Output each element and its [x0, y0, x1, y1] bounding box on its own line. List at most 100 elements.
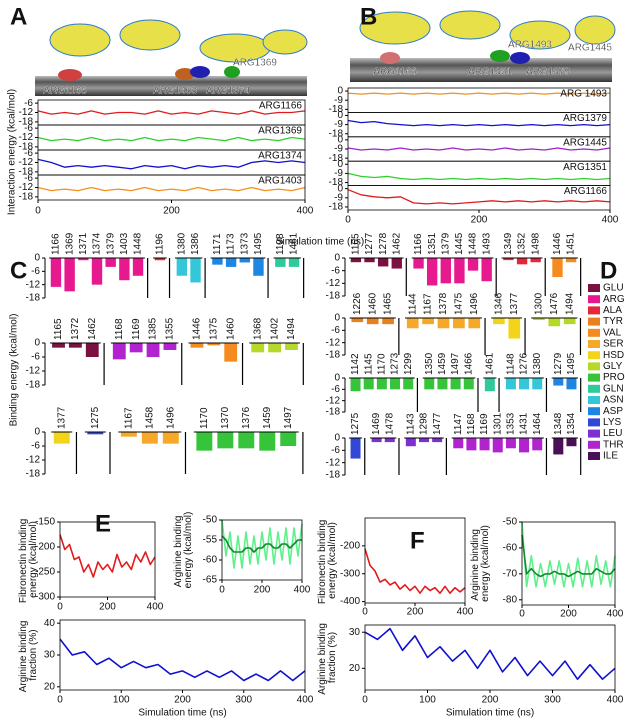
bar	[224, 343, 238, 362]
y-tick-label: -18	[326, 407, 341, 418]
legend-label: ARG	[603, 294, 625, 305]
y-tick-label: -18	[26, 380, 41, 391]
bar	[253, 258, 264, 276]
bar	[390, 378, 401, 390]
bar-category-label: 1169	[479, 413, 490, 435]
bar-category-label: 1431	[519, 412, 530, 435]
y-tick-label: -12	[326, 337, 341, 348]
bar-category-label: 1145	[363, 353, 374, 375]
series-line	[347, 92, 611, 95]
bar	[371, 438, 382, 443]
bar-category-label: 1494	[286, 317, 297, 340]
bar-category-label: 1461	[484, 352, 495, 375]
bar	[516, 258, 528, 265]
series-label: ARG 1493	[560, 89, 607, 100]
bar	[146, 343, 160, 357]
legend-label: LYS	[603, 417, 621, 428]
bar	[207, 343, 221, 346]
bar-category-label: 1495	[566, 352, 577, 375]
bar-category-label: 1478	[384, 412, 395, 435]
legend-swatch	[588, 384, 600, 393]
bar	[87, 432, 104, 435]
bar-category-label: 1497	[450, 352, 461, 375]
bar	[519, 378, 530, 390]
bar-category-label: 1144	[407, 293, 418, 315]
bar-category-label: 1445	[454, 232, 465, 255]
bar	[91, 258, 103, 285]
bar-category-label: 1352	[517, 232, 528, 255]
bar-category-label: 1372	[70, 317, 81, 340]
bar	[384, 438, 395, 443]
y-tick-label: -18	[26, 293, 41, 304]
legend-label: ASP	[603, 406, 623, 417]
series-line	[347, 172, 611, 181]
legend-swatch	[588, 328, 600, 337]
bar	[426, 258, 438, 286]
residue	[510, 52, 530, 64]
bar	[553, 438, 564, 455]
x-tick-label: 0	[219, 585, 225, 596]
y-tick-label: -65	[203, 575, 218, 586]
bar	[532, 378, 543, 390]
x-tick-label: 100	[419, 695, 436, 706]
bar-category-label: 1461	[289, 232, 300, 255]
bar-category-label: 1446	[552, 232, 563, 255]
bar	[505, 378, 516, 390]
legend-label: SER	[603, 339, 624, 350]
y-tick-label: -12	[26, 455, 41, 466]
bar-category-label: 1350	[424, 352, 435, 375]
bar-category-label: 1196	[155, 233, 166, 255]
series-line	[221, 519, 303, 569]
bar-category-label: 1465	[383, 292, 394, 315]
bar	[190, 258, 201, 283]
bar-category-label: 1351	[427, 232, 438, 255]
bar	[377, 258, 389, 267]
x-tick-label: 400	[297, 695, 314, 706]
x-tick-label: 100	[113, 695, 130, 706]
bar	[552, 258, 563, 277]
y-tick-label: 0	[334, 373, 340, 384]
y-tick-label: -6	[31, 352, 40, 363]
bar-category-label: 1380	[176, 232, 187, 255]
bar	[288, 258, 300, 267]
y-axis-label: Arginine binding energy (kcal/mol)	[470, 525, 491, 602]
y-tick-label: -18	[19, 192, 34, 203]
series-label: ARG1369	[258, 126, 302, 137]
bar	[268, 343, 282, 353]
series-label: ARG1445	[563, 137, 607, 148]
bar-category-label: 1169	[131, 318, 142, 340]
bar	[52, 343, 65, 348]
legend-swatch	[588, 284, 600, 292]
series-label: ARG1166	[259, 101, 303, 112]
bar-category-label: 1376	[241, 406, 252, 429]
y-tick-label: -18	[19, 142, 34, 153]
bar-category-label: 1275	[90, 406, 101, 429]
y-tick-label: -6	[331, 384, 340, 395]
legend-label: PRO	[603, 372, 625, 383]
panel-label: B	[360, 3, 377, 30]
y-tick-label: -18	[329, 153, 344, 164]
bar	[406, 318, 419, 329]
legend-swatch	[588, 362, 600, 371]
bar	[225, 258, 237, 267]
y-tick-label: -6	[24, 173, 33, 184]
legend-label: LEU	[603, 428, 622, 439]
legend-label: GLN	[603, 383, 624, 394]
y-tick-label: 0	[34, 338, 40, 349]
y-tick-label: -12	[26, 279, 41, 290]
panel-label: E	[95, 510, 111, 537]
x-tick-label: 200	[254, 585, 271, 596]
membrane	[35, 76, 307, 96]
bar-category-label: 1171	[212, 233, 223, 255]
bar-category-label: 1300	[534, 292, 545, 315]
bar	[463, 378, 474, 390]
plot-frame	[59, 619, 306, 691]
series-label: ARG1166	[564, 186, 608, 197]
bar	[405, 438, 416, 447]
legend-swatch	[588, 429, 600, 438]
series-line	[37, 110, 306, 115]
series-line	[364, 627, 616, 680]
y-tick-label: 0	[34, 253, 40, 264]
y-tick-label: -200	[35, 542, 55, 553]
y-tick-label: 0	[337, 183, 343, 194]
